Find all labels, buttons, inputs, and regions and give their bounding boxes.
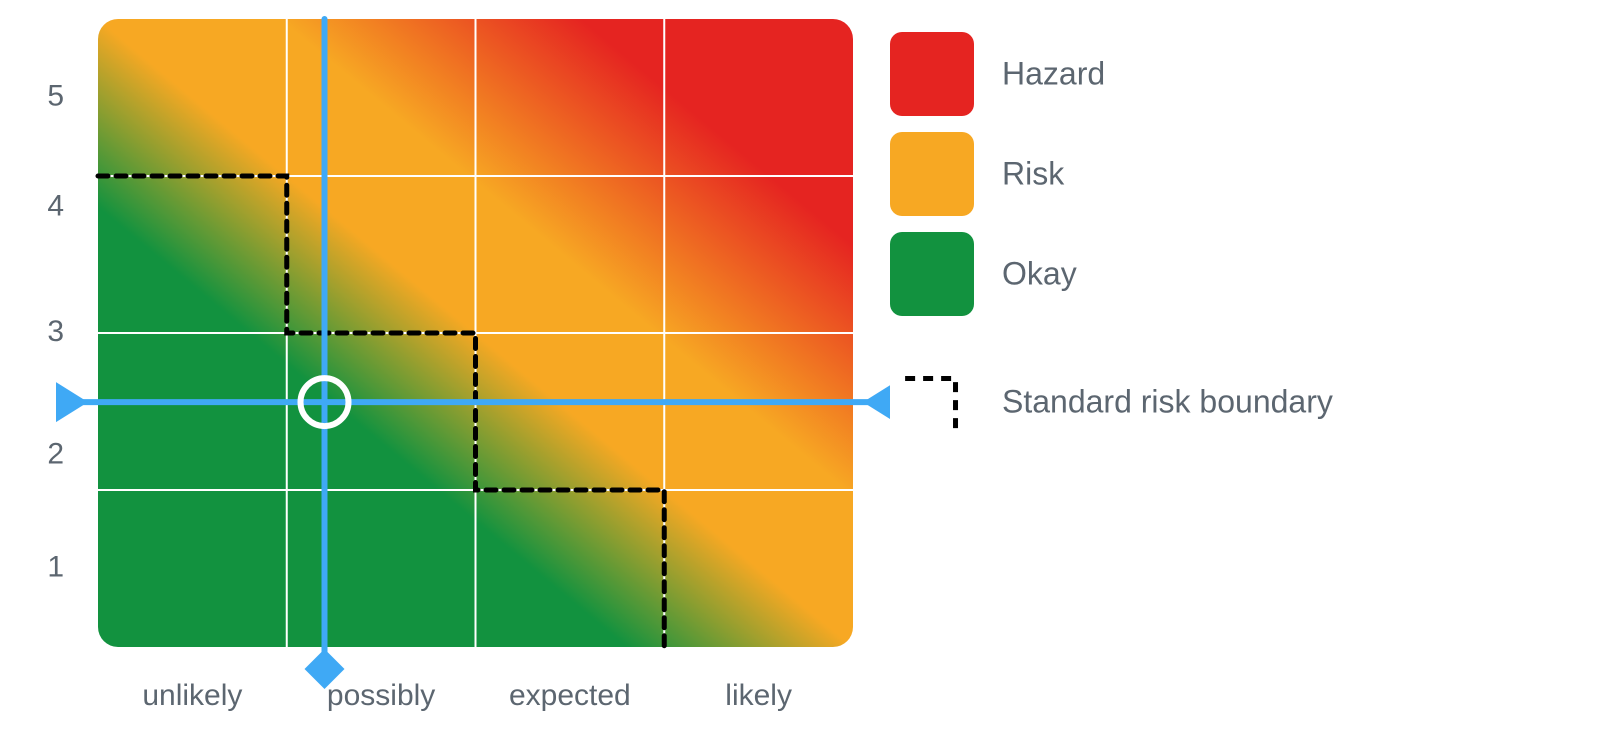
legend-swatch bbox=[890, 132, 974, 216]
y-axis-label: 5 bbox=[47, 79, 64, 112]
y-axis-label: 3 bbox=[47, 315, 64, 348]
legend-label-risk-boundary: Standard risk boundary bbox=[1002, 383, 1333, 419]
legend-label: Hazard bbox=[1002, 55, 1105, 91]
legend-swatch bbox=[890, 232, 974, 316]
x-axis-label: expected bbox=[509, 679, 631, 712]
y-axis-label: 4 bbox=[47, 189, 64, 222]
legend-label: Okay bbox=[1002, 255, 1077, 291]
legend-swatch-risk-boundary bbox=[890, 360, 974, 444]
legend-label: Risk bbox=[1002, 155, 1065, 191]
x-axis-label: possibly bbox=[327, 679, 435, 712]
x-axis-label: likely bbox=[725, 679, 792, 712]
x-axis-label: unlikely bbox=[142, 679, 242, 712]
risk-matrix-figure: 5 4 3 2 1 unlikely possibly expected likely Hazar… bbox=[0, 0, 1600, 736]
y-axis-label: 2 bbox=[47, 437, 64, 470]
legend-swatch bbox=[890, 32, 974, 116]
y-axis-label: 1 bbox=[47, 550, 64, 583]
handle-left-icon[interactable] bbox=[56, 382, 88, 422]
